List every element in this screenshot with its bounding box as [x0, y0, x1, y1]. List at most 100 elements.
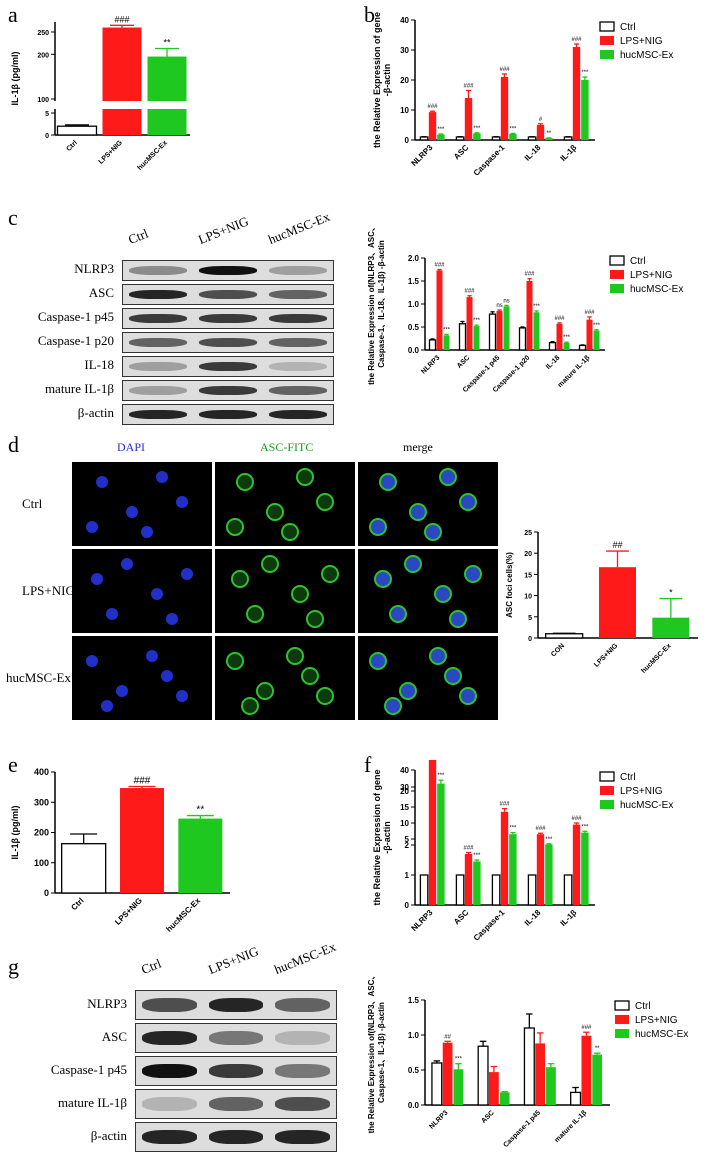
- blot-band: [269, 361, 327, 372]
- b-tick-label: 20: [400, 76, 409, 85]
- b-legend-label: Ctrl: [620, 22, 636, 33]
- blot-band: [269, 409, 327, 420]
- d-bar: [652, 617, 690, 638]
- b-annotation: ###: [571, 37, 582, 43]
- chart-b: 0 10 20 30 40 the Relative Expression of gene…: [372, 12, 673, 178]
- panel-letter-e: e: [8, 752, 18, 777]
- blot-row-label: β-actin: [90, 1127, 127, 1143]
- f-ylabel: -β-actin: [382, 821, 392, 854]
- a-annotation: ###: [114, 14, 129, 24]
- c-bar: [556, 323, 563, 350]
- b-legend-swatch: [600, 36, 614, 45]
- blot-band: [129, 265, 187, 276]
- blot-band: [142, 1130, 197, 1144]
- g-category-label: mature IL-1β: [554, 1109, 589, 1144]
- blot-band: [208, 1130, 264, 1144]
- b-legend-label: hucMSC-Ex: [620, 50, 673, 61]
- d-tick-label: 25: [524, 530, 532, 537]
- micro-column-label: ASC-FITC: [260, 440, 314, 454]
- g-ylabel: Caspase-1、IL-1β) -β-actin: [377, 1002, 386, 1103]
- blot-strip: [122, 308, 334, 329]
- g-annotation: ##: [444, 1034, 451, 1040]
- cell: [409, 503, 427, 521]
- f-annotation: ###: [499, 802, 510, 808]
- b-category-label: Caspase-1: [472, 143, 507, 178]
- g-bar: [535, 1043, 546, 1105]
- g-bar: [488, 1072, 499, 1105]
- g-category-label: ASC: [480, 1109, 495, 1124]
- cell: [321, 565, 339, 583]
- f-bar: [473, 861, 481, 905]
- b-legend-label: LPS+NIG: [620, 36, 663, 47]
- blot-row-label: mature IL-1β: [44, 381, 114, 396]
- cell: [176, 690, 188, 702]
- g-bar: [453, 1069, 464, 1105]
- d-ylabel: ASC foci cells(%): [505, 552, 514, 618]
- c-bar: [496, 310, 503, 350]
- b-bar: [563, 136, 573, 141]
- f-legend-label: LPS+NIG: [620, 786, 663, 797]
- c-bar: [458, 323, 467, 351]
- f-annotation: ###: [535, 826, 546, 832]
- f-bar: [500, 811, 509, 905]
- blot-band: [129, 289, 187, 300]
- a-annotation: **: [163, 38, 171, 48]
- blot-row-label: Caspase-1 p45: [37, 309, 114, 324]
- f-bar: [545, 844, 553, 905]
- d-annotation: ##: [612, 540, 622, 550]
- b-tick-label: 10: [400, 106, 409, 115]
- blot-band: [129, 385, 187, 396]
- c-bar: [533, 312, 540, 350]
- b-bar: [473, 133, 481, 140]
- g-bar: [499, 1092, 510, 1105]
- a-tick-label: 200: [37, 52, 49, 59]
- blot-strip: [135, 1023, 337, 1053]
- f-annotation: ***: [581, 824, 589, 830]
- cell: [399, 682, 417, 700]
- blot-strip: [135, 990, 337, 1020]
- b-bar: [536, 125, 545, 140]
- b-bar: [464, 98, 473, 140]
- cell: [296, 468, 314, 486]
- cell: [281, 523, 299, 541]
- f-bar: [437, 783, 445, 905]
- panel-letter-b: b: [364, 2, 375, 27]
- a-tick-label: 100: [37, 97, 49, 104]
- blot-band: [275, 1031, 330, 1045]
- c-bar: [473, 326, 480, 350]
- blot-band: [208, 998, 264, 1012]
- chart-e: 0 100 200 300 400 IL-1β (pg/ml) Ctrl ### LPS+NIG…: [10, 767, 230, 934]
- cell: [246, 605, 264, 623]
- f-legend-label: Ctrl: [620, 772, 636, 783]
- b-bar: [455, 136, 465, 141]
- blot-strip: [122, 260, 334, 281]
- e-annotation: ###: [134, 776, 151, 787]
- panel-letter-d: d: [8, 432, 19, 457]
- c-legend-label: Ctrl: [630, 256, 646, 267]
- cell: [156, 471, 168, 483]
- b-category-label: IL-18: [523, 143, 543, 163]
- e-tick-label: 300: [34, 797, 49, 807]
- a-tick-label: 5: [45, 111, 49, 118]
- c-bar: [436, 270, 443, 350]
- b-tick-label: 30: [400, 46, 409, 55]
- blot-band: [199, 289, 257, 300]
- chart-d: 0 5 10 15 20 25 ASC foci cells(%) CON ## LPS+NIG *…: [505, 530, 698, 675]
- micro-column-label: DAPI: [117, 440, 146, 454]
- g-bar: [581, 1035, 592, 1105]
- cell: [434, 585, 452, 603]
- cell: [241, 697, 259, 715]
- blot-band: [199, 313, 257, 324]
- f-legend-swatch: [599, 771, 615, 782]
- c-annotation: ***: [593, 323, 601, 329]
- g-tick-label: 0.5: [408, 1066, 420, 1075]
- f-bar: [509, 834, 517, 905]
- f-tick-label: 1: [405, 871, 410, 880]
- e-bar: [120, 788, 164, 893]
- f-bar: [455, 874, 465, 906]
- c-tick-label: 1.0: [408, 300, 420, 309]
- blot-strip: [135, 1056, 337, 1086]
- blot-band: [269, 313, 327, 324]
- c-legend-swatch: [609, 255, 625, 266]
- cell: [291, 585, 309, 603]
